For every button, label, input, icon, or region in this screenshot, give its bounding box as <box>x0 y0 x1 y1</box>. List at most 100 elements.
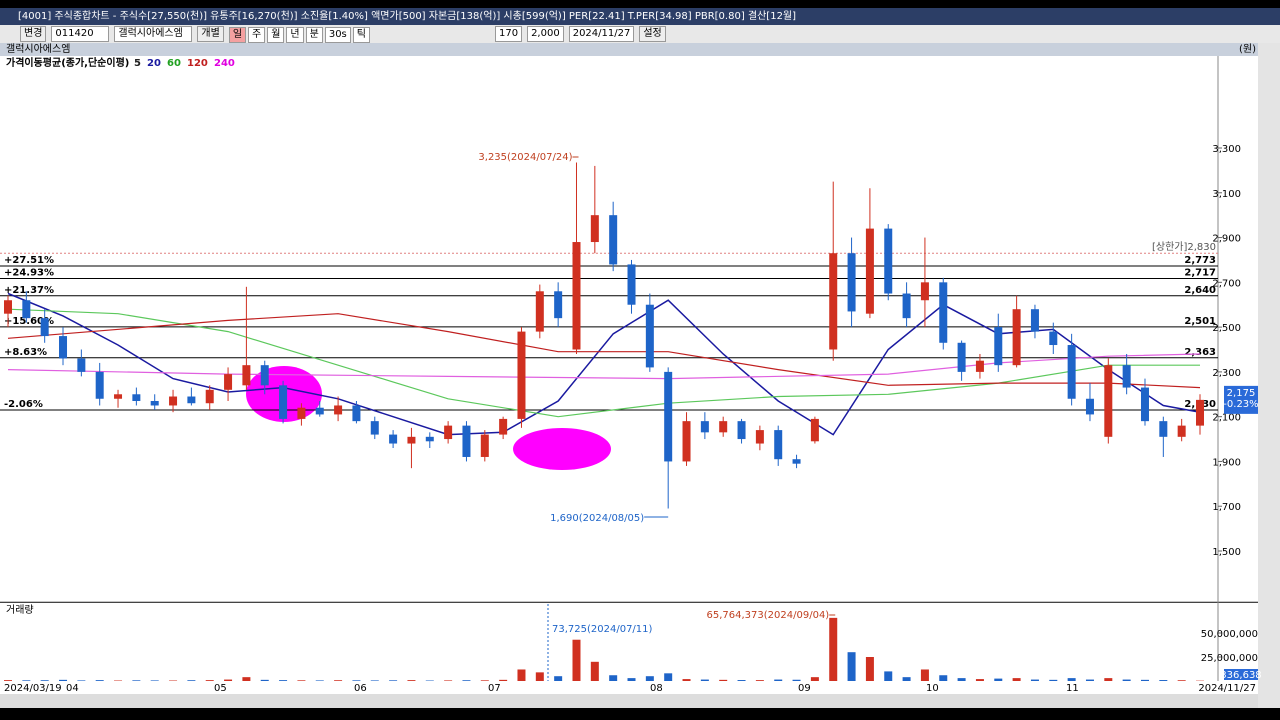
date-label: 08 <box>650 683 663 694</box>
candle-body <box>994 327 1003 366</box>
min-note: 73,725(2024/07/11) <box>552 624 653 635</box>
volume-bar <box>499 679 508 681</box>
settings-button[interactable]: 설정 <box>639 26 666 42</box>
candle-body <box>462 425 471 457</box>
volume-bar <box>1140 679 1149 681</box>
candle-body <box>22 300 31 319</box>
y-tick-label: 3,300 <box>1212 144 1241 155</box>
period-button[interactable]: 월 <box>267 27 285 43</box>
volume-bar <box>77 680 86 681</box>
date-label: 06 <box>354 683 367 694</box>
toolbar: 변경 011420 갤럭시아에스엠 개별 일 주 월 년 분 30s 틱 170 2,000… <box>0 25 1280 43</box>
candle-body <box>187 396 196 404</box>
highlight <box>513 428 611 470</box>
level-label: 2,717 <box>1184 268 1216 279</box>
candle-body <box>334 405 343 415</box>
total-input[interactable]: 2,000 <box>527 26 564 42</box>
period-button[interactable]: 30s <box>324 27 351 43</box>
moving-average <box>7 313 1201 389</box>
mode-button[interactable]: 개별 <box>197 26 224 42</box>
candle-body <box>1159 421 1168 437</box>
date-label: 10 <box>926 683 939 694</box>
volume-bar <box>1030 679 1039 681</box>
volume-bar <box>297 680 306 681</box>
period-button[interactable]: 일 <box>228 27 247 43</box>
candle-body <box>315 407 324 415</box>
candle-body <box>517 331 526 419</box>
y-tick-label: 1,500 <box>1212 547 1241 558</box>
volume-bar <box>407 680 416 681</box>
candle-body <box>114 394 123 399</box>
volume-bar <box>480 680 489 681</box>
price-panel <box>0 56 1258 602</box>
volume-bar <box>664 673 673 681</box>
volume-bar <box>187 680 196 681</box>
period-button[interactable]: 년 <box>286 27 304 43</box>
candle-body <box>4 300 12 314</box>
y-tick-label: 25,000,000 <box>1201 653 1258 664</box>
volume-bar <box>1177 680 1186 681</box>
date-input[interactable]: 2024/11/27 <box>568 26 635 42</box>
volume-bar <box>1067 678 1076 681</box>
candle-body <box>444 425 453 440</box>
candle-body <box>59 336 68 359</box>
name-combo[interactable]: 갤럭시아에스엠 <box>114 26 193 42</box>
current-price-box <box>1224 385 1258 414</box>
level-pct: +21.37% <box>4 285 54 296</box>
volume-bar <box>1012 678 1021 681</box>
upper-limit-label: [상한가]2,830 <box>1152 241 1216 253</box>
volume-bar <box>4 680 12 681</box>
date-label: 07 <box>488 683 501 694</box>
volume-bar <box>40 680 49 681</box>
candle-body <box>1122 365 1131 388</box>
candle-body <box>755 430 764 444</box>
candle-body <box>279 385 288 419</box>
volume-bar <box>829 617 838 681</box>
candle-body <box>774 430 783 460</box>
volume-bar <box>590 661 599 681</box>
period-button[interactable]: 분 <box>305 27 323 43</box>
volume-bar <box>260 679 269 681</box>
level-pct: +24.93% <box>4 268 54 279</box>
candle-body <box>1085 398 1094 415</box>
volume-bar <box>627 678 636 681</box>
volume-bar <box>719 679 728 681</box>
candle-body <box>95 371 104 399</box>
candle-body <box>224 374 233 390</box>
period-button[interactable]: 틱 <box>352 27 370 43</box>
volume-bar <box>370 680 379 681</box>
change-button[interactable]: 변경 <box>20 26 47 42</box>
indicator-label: 가격이동평균(종가,단순이평) <box>6 56 129 69</box>
volume-bar <box>150 680 159 681</box>
volume-bar <box>645 676 654 681</box>
period-group: 일 주 월 년 분 30s 틱 <box>228 26 370 43</box>
count-input[interactable]: 170 <box>494 26 523 42</box>
code-input[interactable]: 011420 <box>51 26 110 42</box>
candle-body <box>975 360 984 372</box>
volume-bar <box>975 679 984 681</box>
candle-body <box>627 264 636 305</box>
candle-body <box>407 436 416 444</box>
date-label: 05 <box>214 683 227 694</box>
candle-body <box>535 291 544 332</box>
volume-bar <box>22 680 31 681</box>
candle-body <box>1049 331 1058 346</box>
title-bar: [4001] 주식종합차트 - 주식수[27,550(천)] 유통주[16,27… <box>0 8 1280 25</box>
level-pct: +27.51% <box>4 255 54 266</box>
volume-bar <box>700 679 709 681</box>
volume-bar <box>1049 679 1058 681</box>
date-label: 2024/11/27 <box>1198 683 1256 694</box>
volume-bar <box>315 680 324 681</box>
period-button[interactable]: 주 <box>248 27 266 43</box>
scrollbar[interactable] <box>0 694 1258 708</box>
volume-bar <box>132 680 141 681</box>
y-tick-label: 1,700 <box>1212 502 1241 513</box>
volume-bar <box>279 680 288 681</box>
candle-body <box>920 282 929 301</box>
volume-bar <box>242 677 251 681</box>
candle-body <box>1196 399 1204 426</box>
candle-body <box>865 228 874 314</box>
volume-bar <box>334 680 343 681</box>
